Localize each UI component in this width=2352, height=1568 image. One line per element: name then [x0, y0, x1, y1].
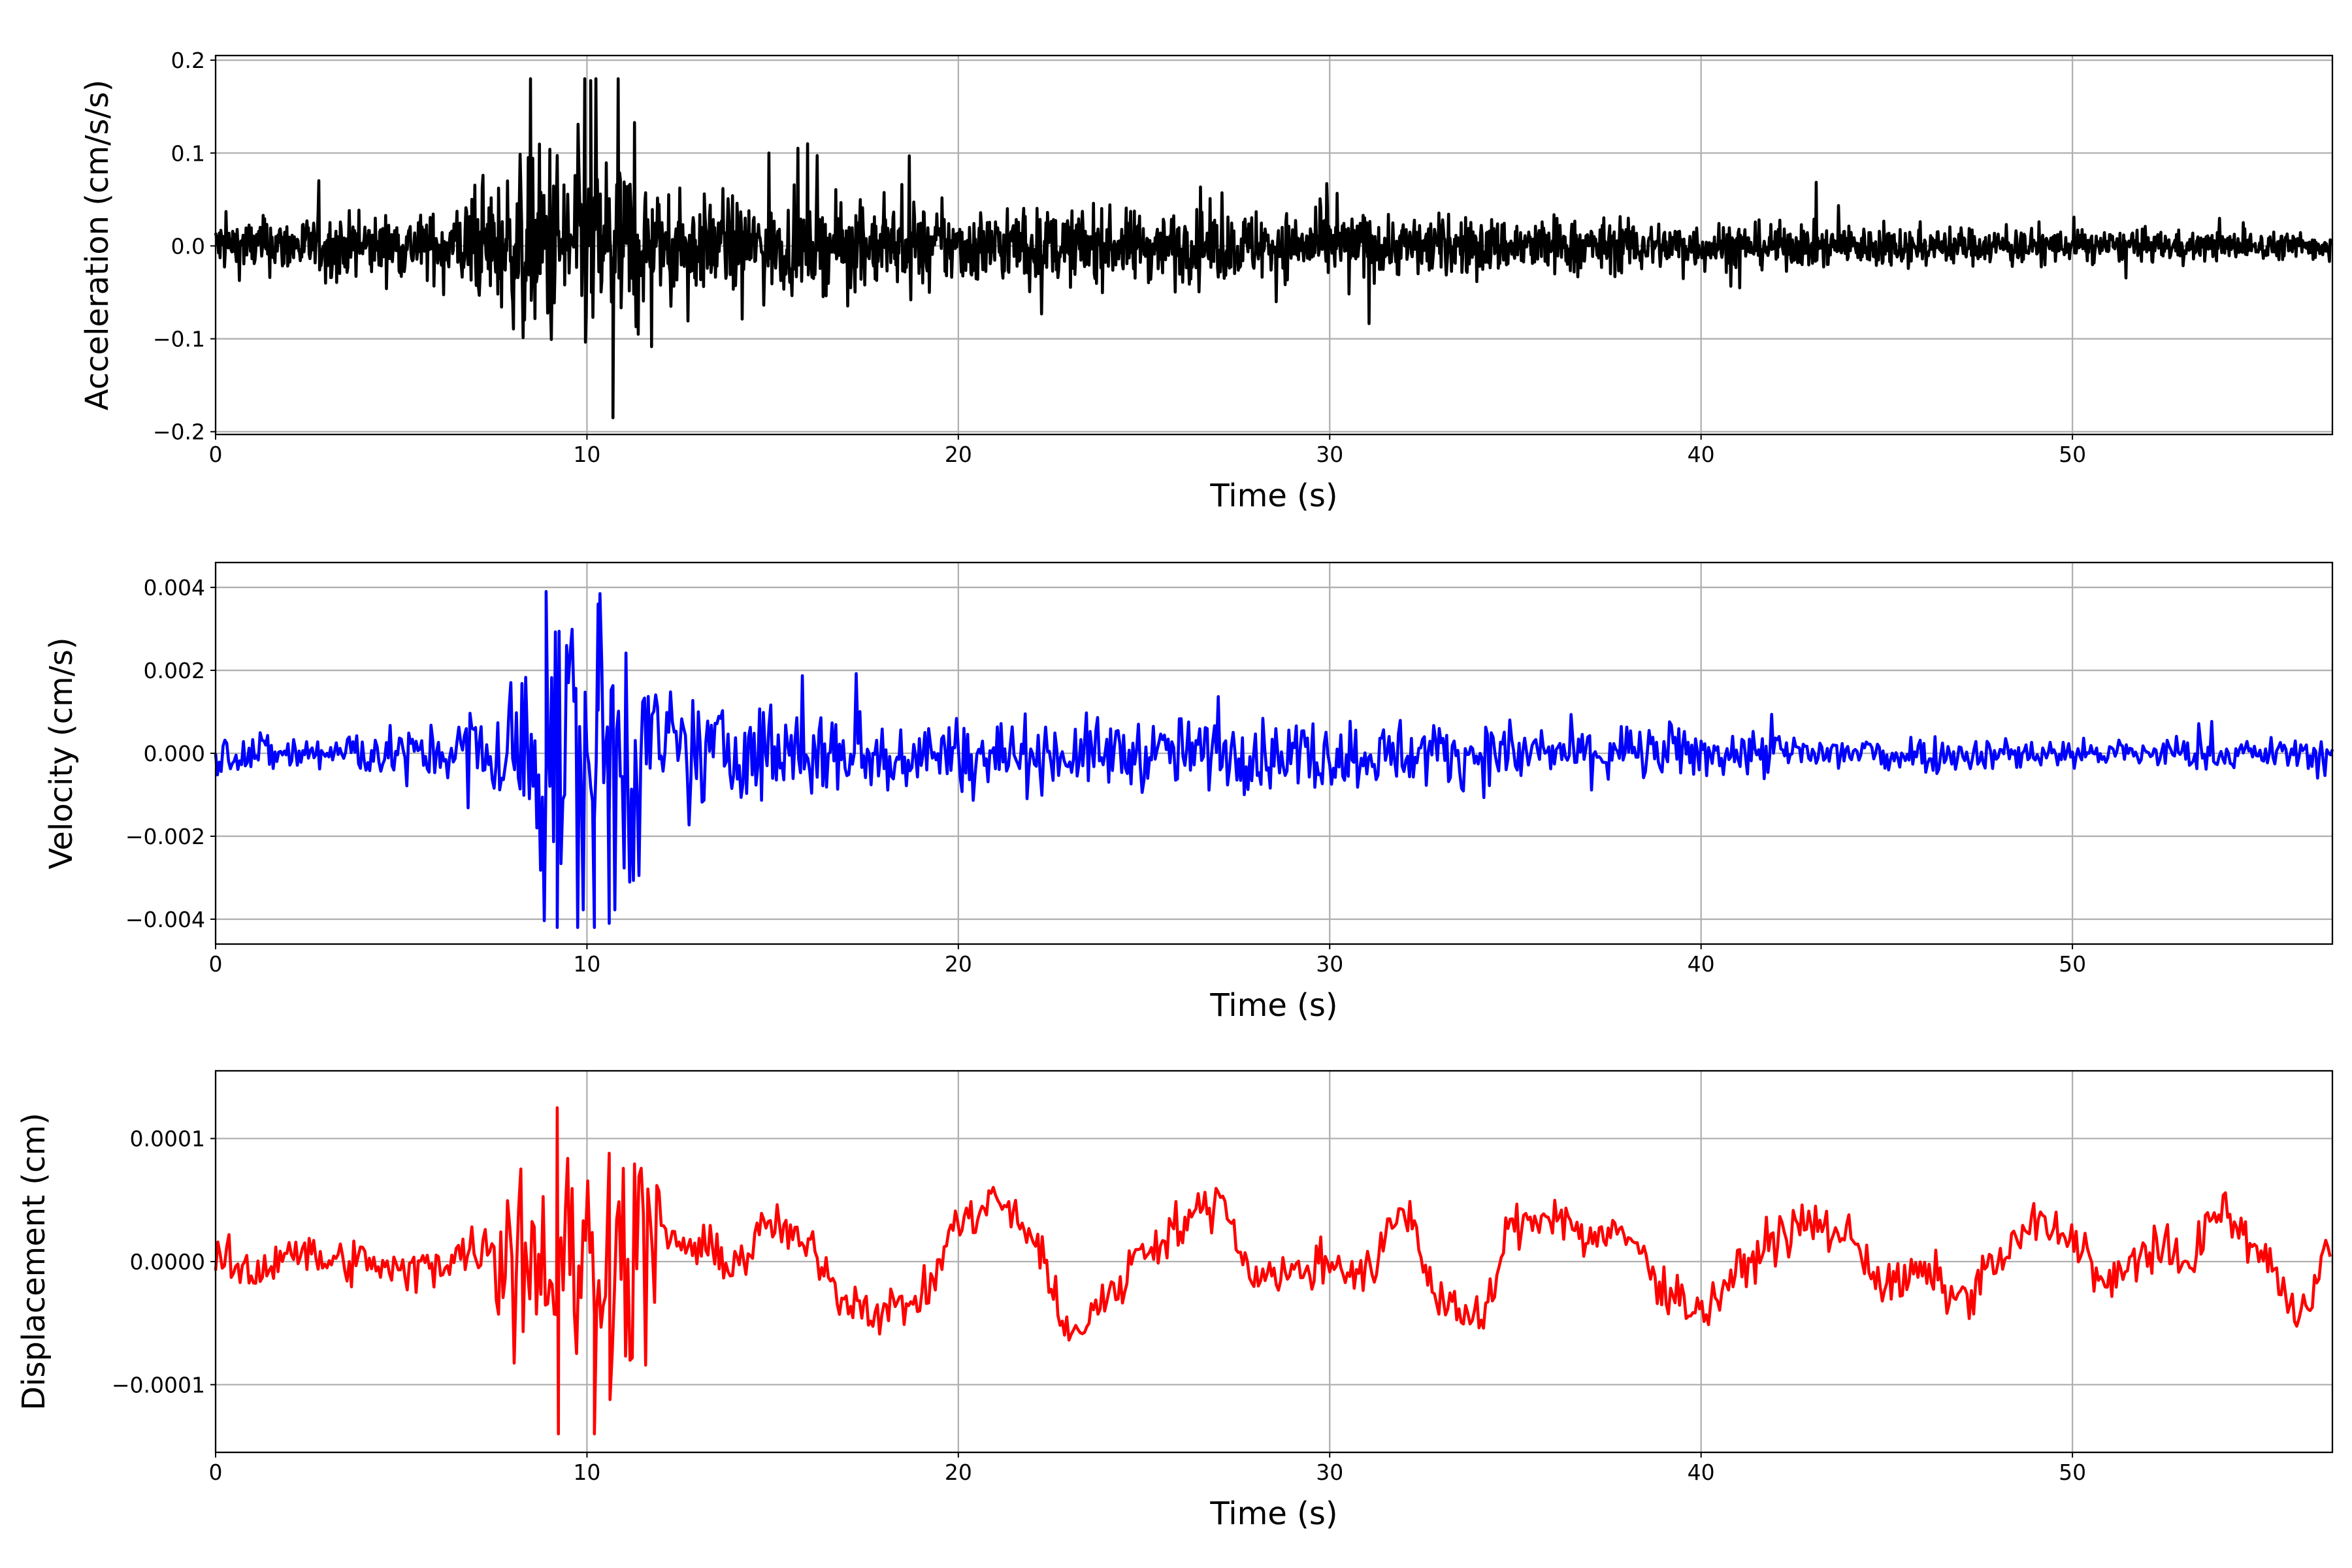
x-tick-label: 20 [945, 951, 972, 977]
y-tick-label: 0.0001 [130, 1126, 205, 1152]
y-tick-label: −0.002 [125, 824, 205, 849]
y-tick-label: −0.2 [153, 419, 205, 445]
y-tick-label: 0.2 [171, 48, 205, 73]
velocity-panel: 0 10 20 30 40 50 −0.004 −0.002 0.000 0.002 0.004 Ti… [43, 561, 2334, 1024]
x-tick-label: 0 [209, 1460, 223, 1485]
x-tick-label: 40 [1688, 442, 1715, 467]
x-tick-label: 50 [2059, 1460, 2086, 1485]
x-tick-label: 20 [945, 1460, 972, 1485]
y-tick-label: 0.0000 [130, 1249, 205, 1275]
x-tick-label: 30 [1316, 951, 1343, 977]
x-axis-label: Time (s) [1209, 987, 1337, 1024]
y-axis-label: Velocity (cm/s) [43, 637, 80, 869]
x-tick-label: 40 [1688, 1460, 1715, 1485]
axes-frame [214, 54, 2334, 436]
x-tick-label: 10 [573, 442, 600, 467]
x-tick-label: 10 [573, 951, 600, 977]
displacement-line [214, 1106, 2332, 1435]
y-tick-label: 0.1 [171, 140, 205, 166]
y-tick-label: −0.004 [125, 907, 205, 932]
acceleration-line [214, 77, 2334, 419]
y-tick-label: 0.004 [144, 575, 205, 600]
x-tick-label: 30 [1316, 442, 1343, 467]
x-tick-label: 20 [945, 442, 972, 467]
x-tick-label: 30 [1316, 1460, 1343, 1485]
velocity-line [214, 590, 2334, 929]
x-tick-label: 50 [2059, 442, 2086, 467]
x-tick-label: 0 [209, 951, 223, 977]
x-tick-label: 40 [1688, 951, 1715, 977]
displacement-panel: 0 10 20 30 40 50 −0.0001 0.0000 0.0001 Time (s) Di… [16, 1070, 2334, 1532]
acceleration-panel: 0 10 20 30 40 50 −0.2 −0.1 0.0 0.1 0.2 Time (s) Acce… [79, 48, 2334, 514]
y-tick-label: 0.002 [144, 658, 205, 683]
y-tick-label: −0.0001 [112, 1372, 205, 1397]
y-tick-label: 0.0 [171, 233, 205, 259]
x-axis-label: Time (s) [1209, 478, 1337, 514]
x-tick-label: 0 [209, 442, 223, 467]
y-axis-label: Displacement (cm) [16, 1113, 52, 1411]
x-axis-label: Time (s) [1209, 1495, 1337, 1532]
y-axis-label: Acceleration (cm/s/s) [79, 80, 116, 410]
x-tick-label: 50 [2059, 951, 2086, 977]
y-tick-label: 0.000 [144, 741, 205, 766]
y-tick-label: −0.1 [153, 327, 205, 352]
x-tick-label: 10 [573, 1460, 600, 1485]
